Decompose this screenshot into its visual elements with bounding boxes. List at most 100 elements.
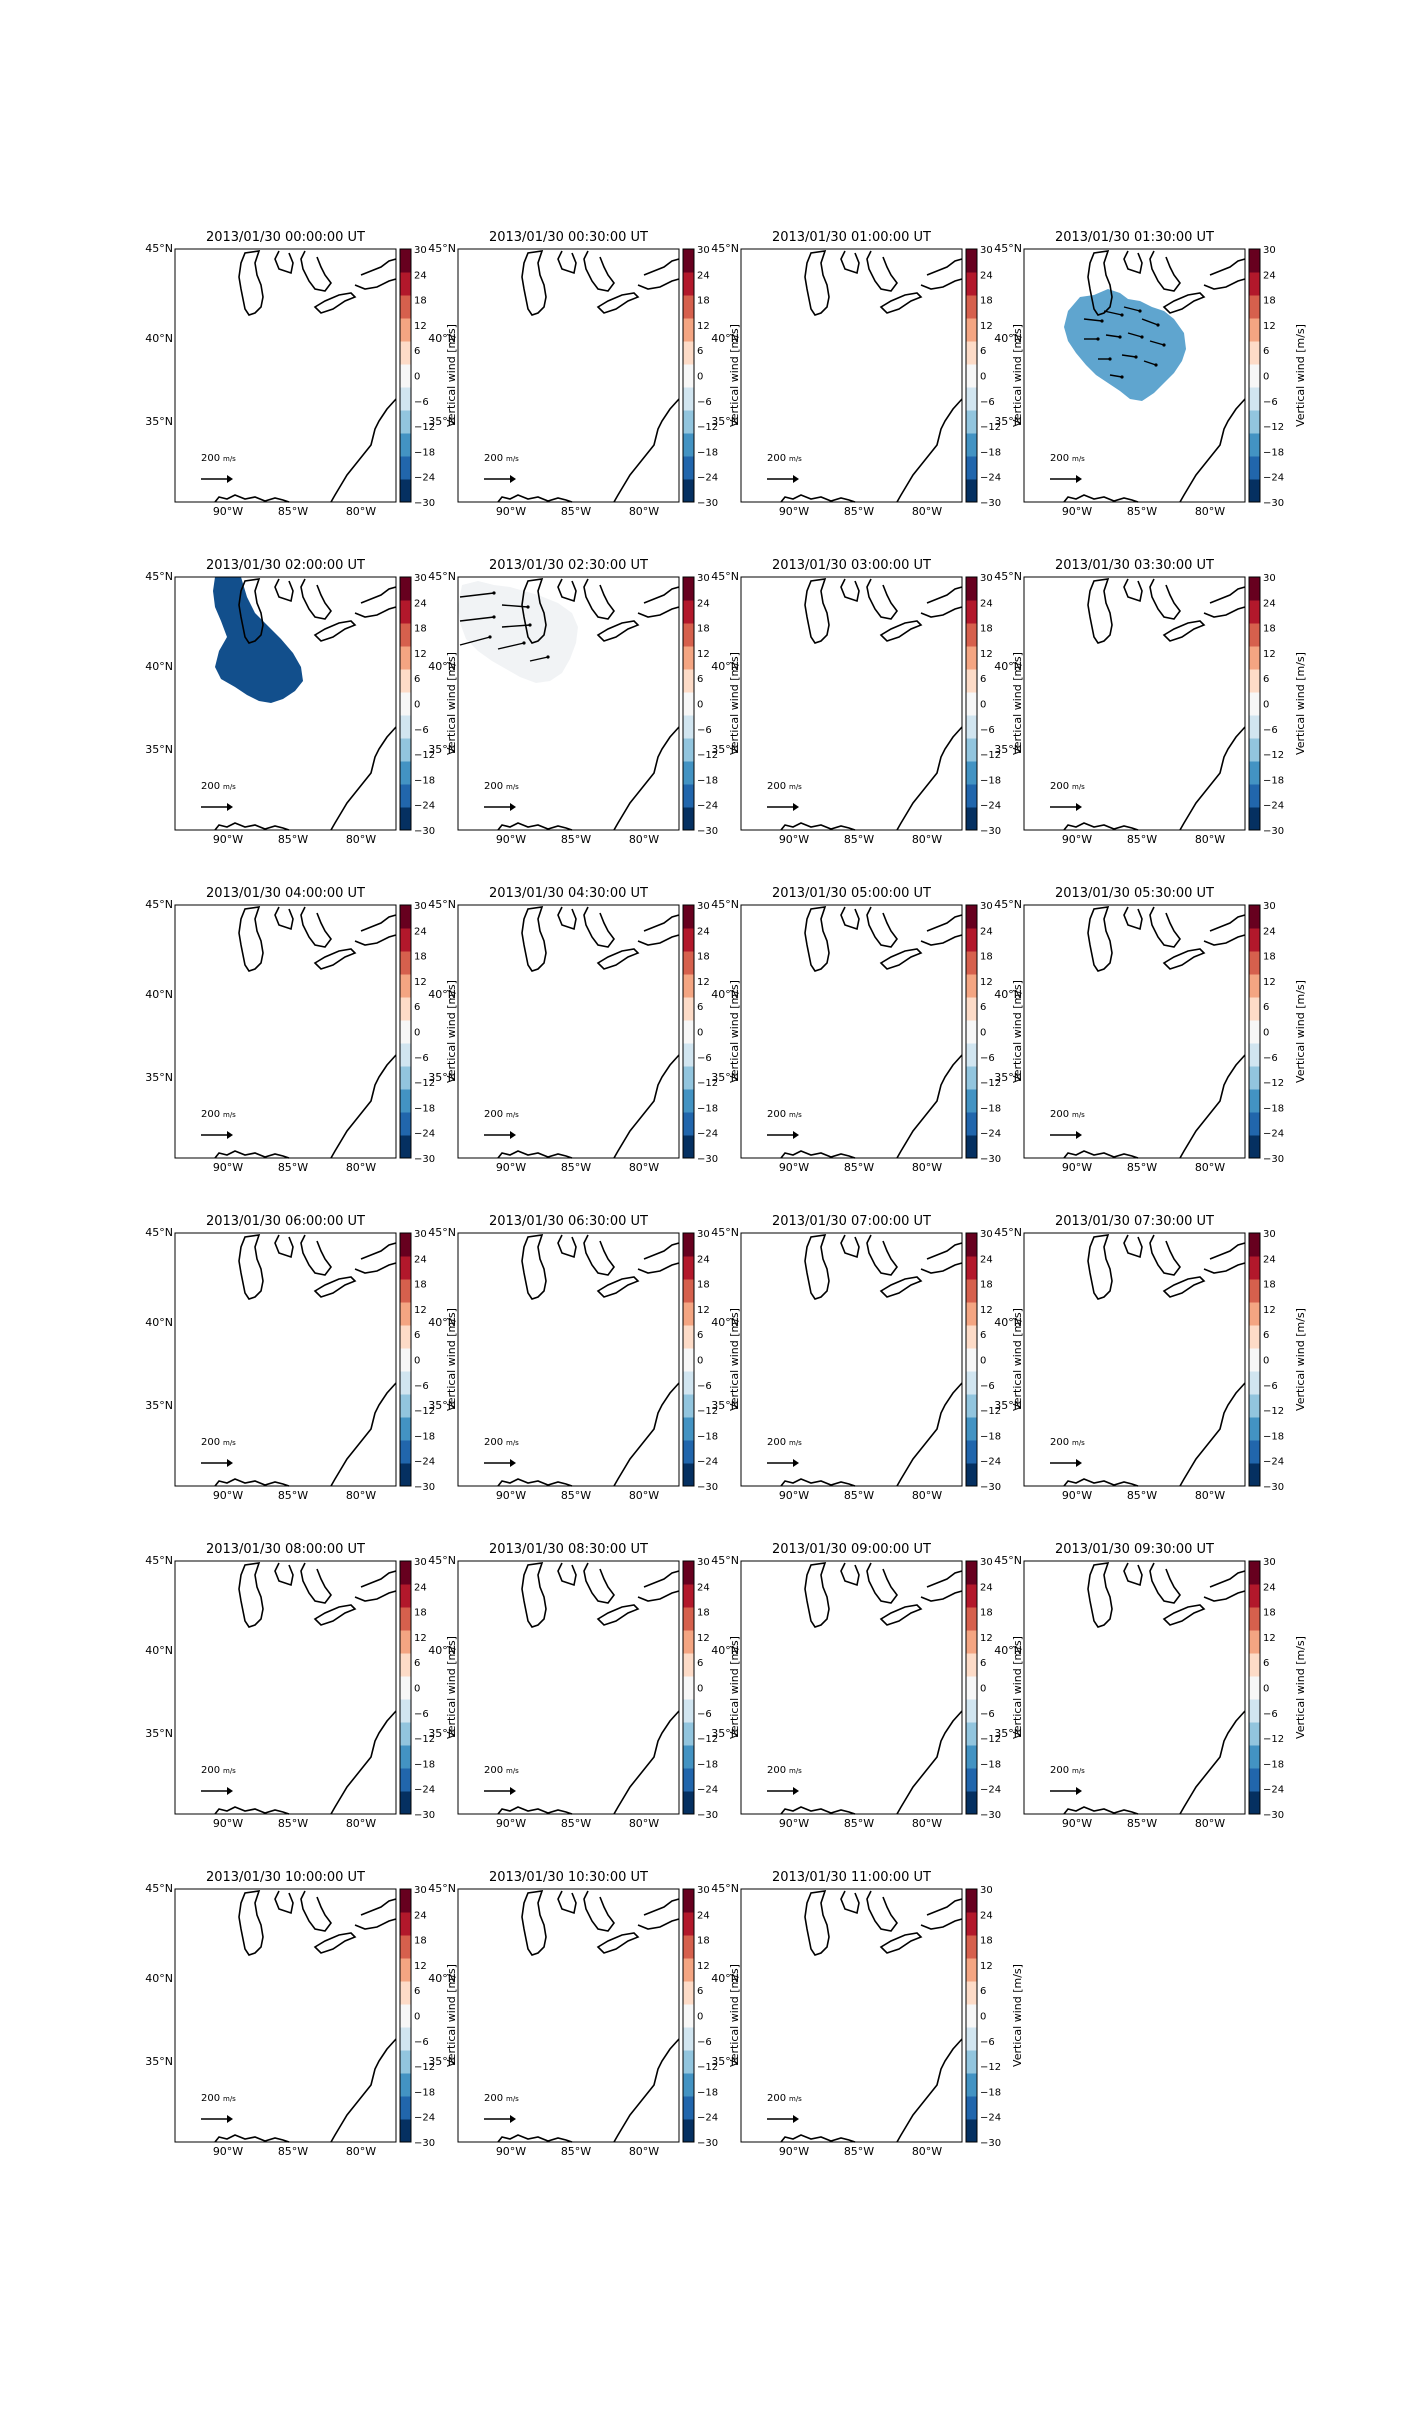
colorbar-tick-label: 12: [697, 1961, 710, 1972]
latitude-label: 35°N: [145, 1727, 173, 1740]
colorbar-tick-label: −6: [980, 725, 995, 736]
colorbar-tick-label: 24: [414, 270, 427, 281]
coastline: [596, 620, 640, 642]
colorbar-label: Vertical wind [m/s]: [728, 1636, 741, 1739]
colorbar-segment: [400, 1020, 411, 1044]
colorbar-segment: [966, 1653, 977, 1677]
map-panel: 2013/01/30 06:30:00 UT 45°N 40°N 35°N 90°W 85…: [428, 1214, 741, 1502]
coastline: [926, 1570, 963, 1588]
coastline: [780, 494, 856, 503]
latitude-label: 40°N: [145, 332, 173, 345]
coastline: [596, 292, 640, 314]
colorbar-segment: [966, 1302, 977, 1326]
scale-unit: m/s: [789, 455, 802, 463]
colorbar-tick-label: −6: [414, 1053, 429, 1064]
colorbar-tick-label: −6: [1263, 725, 1278, 736]
colorbar-tick-label: −24: [414, 1457, 435, 1468]
coastline: [214, 494, 290, 503]
coastline: [313, 1932, 357, 1954]
colorbar-label: Vertical wind [m/s]: [445, 1964, 458, 2067]
longitude-label: 80°W: [912, 1489, 942, 1502]
coastline: [1063, 822, 1139, 831]
coastline: [920, 606, 963, 618]
colorbar-segment: [400, 807, 411, 831]
panel-title: 2013/01/30 03:00:00 UT: [772, 558, 931, 573]
colorbar-tick-label: 12: [697, 1633, 710, 1644]
map-panel: 2013/01/30 02:00:00 UT 45°N 40°N 35°N 90°W 85…: [145, 558, 458, 846]
latitude-label: 45°N: [428, 898, 456, 911]
colorbar-tick-label: 0: [697, 700, 703, 711]
coastline: [274, 578, 294, 603]
colorbar-tick-label: 0: [414, 1684, 420, 1695]
colorbar-tick-label: −18: [1263, 1431, 1284, 1442]
wind-vector-head: [528, 623, 532, 627]
coastline: [238, 1890, 264, 1956]
coastline: [780, 822, 856, 831]
colorbar-segment: [400, 905, 411, 929]
coastline: [1179, 726, 1246, 831]
colorbar-tick-label: −6: [697, 725, 712, 736]
colorbar-segment: [400, 1089, 411, 1113]
longitude-label: 80°W: [629, 505, 659, 518]
coastline: [1087, 250, 1113, 316]
map-frame: [174, 904, 397, 1159]
longitude-label: 90°W: [1062, 1161, 1092, 1174]
colorbar-tick-label: 0: [1263, 1356, 1269, 1367]
longitude-label: 90°W: [779, 505, 809, 518]
scale-value: 200: [201, 1765, 220, 1776]
colorbar-tick-label: −12: [1263, 422, 1284, 433]
vertical-wind-field: [458, 581, 578, 683]
colorbar-tick-label: 12: [980, 1961, 993, 1972]
colorbar-segment: [1249, 974, 1260, 998]
colorbar-tick-label: −30: [980, 1482, 1001, 1493]
longitude-label: 85°W: [561, 833, 591, 846]
coastline: [1087, 1234, 1113, 1300]
wind-vector-head: [522, 641, 526, 645]
scale-unit: m/s: [789, 1767, 802, 1775]
colorbar: 30 24 18 12 6 0 −6 −12 −18 −24 −30 Vertical wind [m…: [965, 1229, 1024, 1493]
longitude-label: 80°W: [629, 1161, 659, 1174]
colorbar-segment: [683, 669, 694, 693]
colorbar-label: Vertical wind [m/s]: [728, 1308, 741, 1411]
coastline: [596, 1604, 640, 1626]
colorbar-tick-label: 24: [1263, 270, 1276, 281]
longitude-label: 90°W: [779, 1817, 809, 1830]
coastline: [596, 1276, 640, 1298]
colorbar-segment: [400, 456, 411, 480]
colorbar-tick-label: 6: [414, 674, 420, 685]
colorbar-tick-label: 24: [1263, 598, 1276, 609]
colorbar-segment: [966, 1745, 977, 1769]
latitude-label: 45°N: [428, 1554, 456, 1567]
colorbar-segment: [683, 1981, 694, 2005]
colorbar-tick-label: 18: [980, 624, 993, 635]
colorbar-tick-label: 24: [697, 1254, 710, 1265]
colorbar-segment: [400, 272, 411, 296]
coastline: [643, 1570, 680, 1588]
colorbar-tick-label: 12: [980, 977, 993, 988]
colorbar-segment: [683, 974, 694, 998]
colorbar-tick-label: −6: [1263, 1709, 1278, 1720]
colorbar-frame: [965, 1888, 978, 2143]
panel-title: 2013/01/30 07:30:00 UT: [1055, 1214, 1214, 1229]
longitude-label: 80°W: [912, 833, 942, 846]
colorbar-frame: [682, 1560, 695, 1815]
colorbar-tick-label: 30: [980, 1229, 993, 1240]
colorbar-tick-label: 0: [414, 1028, 420, 1039]
colorbar-tick-label: −6: [697, 397, 712, 408]
colorbar-tick-label: −6: [414, 2037, 429, 2048]
scale-arrow-head: [793, 475, 799, 483]
colorbar-tick-label: 24: [1263, 926, 1276, 937]
colorbar-segment: [683, 1325, 694, 1349]
colorbar-segment: [683, 1020, 694, 1044]
map-frame: [457, 576, 680, 831]
colorbar-tick-label: 0: [1263, 1684, 1269, 1695]
colorbar-tick-label: 12: [1263, 1305, 1276, 1316]
colorbar-segment: [683, 715, 694, 739]
latitude-label: 40°N: [994, 1644, 1022, 1657]
scale-arrow-head: [510, 2115, 516, 2123]
coastline: [313, 1604, 357, 1626]
map-frame: [174, 576, 397, 831]
colorbar-segment: [683, 2050, 694, 2074]
wind-vector-head: [1096, 337, 1100, 341]
wind-vector-head: [1140, 335, 1144, 339]
